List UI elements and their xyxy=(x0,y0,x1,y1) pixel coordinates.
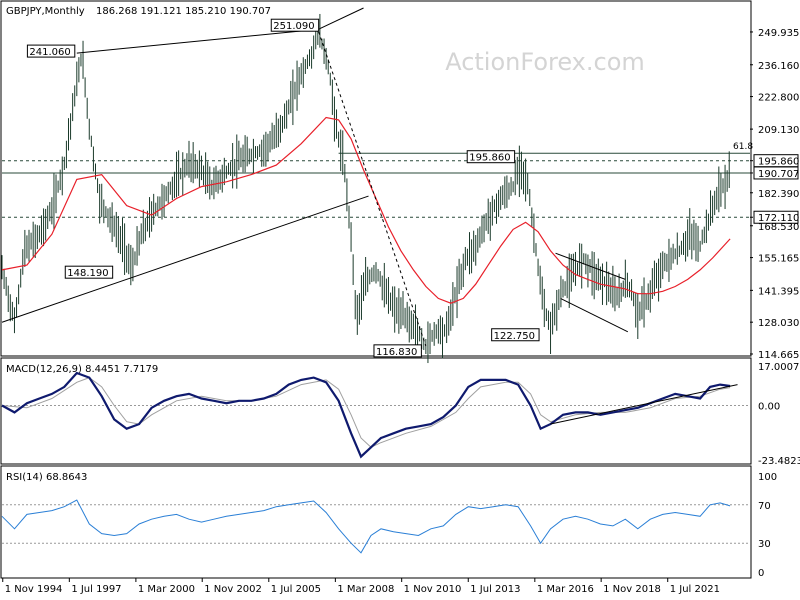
fib-label: 61.8 xyxy=(733,142,753,152)
annotation-box-5 xyxy=(491,328,540,342)
macd-line xyxy=(1,371,731,459)
price-tag-190.707 xyxy=(753,166,799,180)
annotation-label-2: 148.190 xyxy=(67,268,108,279)
price-tick-label: 190.707 xyxy=(758,169,799,180)
price-tick-label: 222.800 xyxy=(758,93,799,104)
x-tick-label: 1 Nov 2002 xyxy=(204,584,262,595)
macd-tick-label: 0.00 xyxy=(758,401,780,412)
trend-line-1 xyxy=(318,7,364,30)
macd-panel-frame xyxy=(0,357,752,465)
price-tick-label: 172.110 xyxy=(758,213,799,224)
rsi-line xyxy=(1,499,731,554)
macd-signal-line xyxy=(1,377,731,448)
annotation-box-2 xyxy=(64,265,114,279)
annotation-label-5: 122.750 xyxy=(494,331,535,342)
annotation-box-3 xyxy=(373,344,422,358)
annotation-label-3: 116.830 xyxy=(376,347,417,358)
price-tag-172.110 xyxy=(753,210,799,224)
price-tick-label: 155.165 xyxy=(758,254,799,265)
rsi-tick-label: 30 xyxy=(758,539,771,550)
watermark: ActionForex.com xyxy=(445,48,645,76)
macd-trend-line xyxy=(550,384,738,425)
price-tick-label: 168.530 xyxy=(758,222,799,233)
x-tick-label: 1 Jul 2005 xyxy=(271,584,321,595)
annotation-label-1: 251.090 xyxy=(273,21,314,32)
axis-layer: 249.935236.160222.800209.130195.860190.7… xyxy=(2,28,800,595)
x-tick-label: 1 Mar 2000 xyxy=(138,584,195,595)
price-tick-label: 182.390 xyxy=(758,189,799,200)
rsi-tick-label: 100 xyxy=(758,472,777,483)
rsi-tick-label: 70 xyxy=(758,501,771,512)
price-tick-label: 209.130 xyxy=(758,125,799,136)
x-tick-label: 1 Nov 1994 xyxy=(5,584,63,595)
x-tick-label: 1 Nov 2010 xyxy=(404,584,462,595)
annotation-label-4: 195.860 xyxy=(469,153,510,164)
x-tick-label: 1 Nov 2018 xyxy=(603,584,661,595)
x-tick-label: 1 Mar 2016 xyxy=(537,584,594,595)
trend-line-5 xyxy=(560,297,629,333)
annotation-box-1 xyxy=(270,18,320,32)
x-tick-label: 1 Jul 1997 xyxy=(71,584,121,595)
macd-tick-label: 17.0007 xyxy=(758,362,799,373)
price-tick-label: 249.935 xyxy=(758,28,799,39)
rsi-title: RSI(14) 68.8643 xyxy=(6,472,87,483)
price-tick-label: 236.160 xyxy=(758,61,799,72)
macd-tick-label: -23.4823 xyxy=(758,456,800,467)
trend-line-4 xyxy=(555,252,626,280)
chart-symbol-title: GBPJPY,Monthly xyxy=(6,6,85,17)
price-tick-label: 141.395 xyxy=(758,286,799,297)
macd-title: MACD(12,26,9) 8.4451 7.7179 xyxy=(6,364,158,375)
trend-line-2 xyxy=(1,195,369,323)
x-tick-label: 1 Jul 2021 xyxy=(670,584,720,595)
macd-layer xyxy=(1,371,750,459)
annotation-box-4 xyxy=(466,150,516,164)
x-tick-label: 1 Mar 2008 xyxy=(337,584,394,595)
annotation-label-0: 241.060 xyxy=(29,47,70,58)
price-layer: 61.8 241.060 251.090 148.190 116.830 195.860 1… xyxy=(1,7,753,364)
moving-average-line xyxy=(1,116,731,304)
price-tick-label: 128.030 xyxy=(758,318,799,329)
trend-line-0 xyxy=(76,28,319,54)
annotation-box-0 xyxy=(26,44,76,58)
x-tick-label: 1 Jul 2013 xyxy=(470,584,520,595)
trend-line-3 xyxy=(318,31,427,347)
rsi-panel-frame xyxy=(0,465,752,579)
price-tick-label: 195.860 xyxy=(758,157,799,168)
rsi-layer xyxy=(1,499,750,554)
rsi-tick-label: 0 xyxy=(758,568,764,579)
price-tick-label: 114.665 xyxy=(758,350,799,361)
ohlc-readout: 186.268 191.121 185.210 190.707 xyxy=(96,6,271,17)
